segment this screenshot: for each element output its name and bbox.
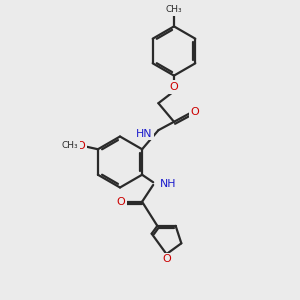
Text: O: O bbox=[190, 107, 200, 117]
Text: HN: HN bbox=[136, 129, 152, 139]
Text: O: O bbox=[169, 82, 178, 92]
Text: CH₃: CH₃ bbox=[61, 141, 78, 150]
Text: O: O bbox=[76, 141, 85, 151]
Text: CH₃: CH₃ bbox=[166, 5, 182, 14]
Text: O: O bbox=[162, 254, 171, 265]
Text: NH: NH bbox=[160, 179, 177, 189]
Text: O: O bbox=[116, 197, 125, 207]
